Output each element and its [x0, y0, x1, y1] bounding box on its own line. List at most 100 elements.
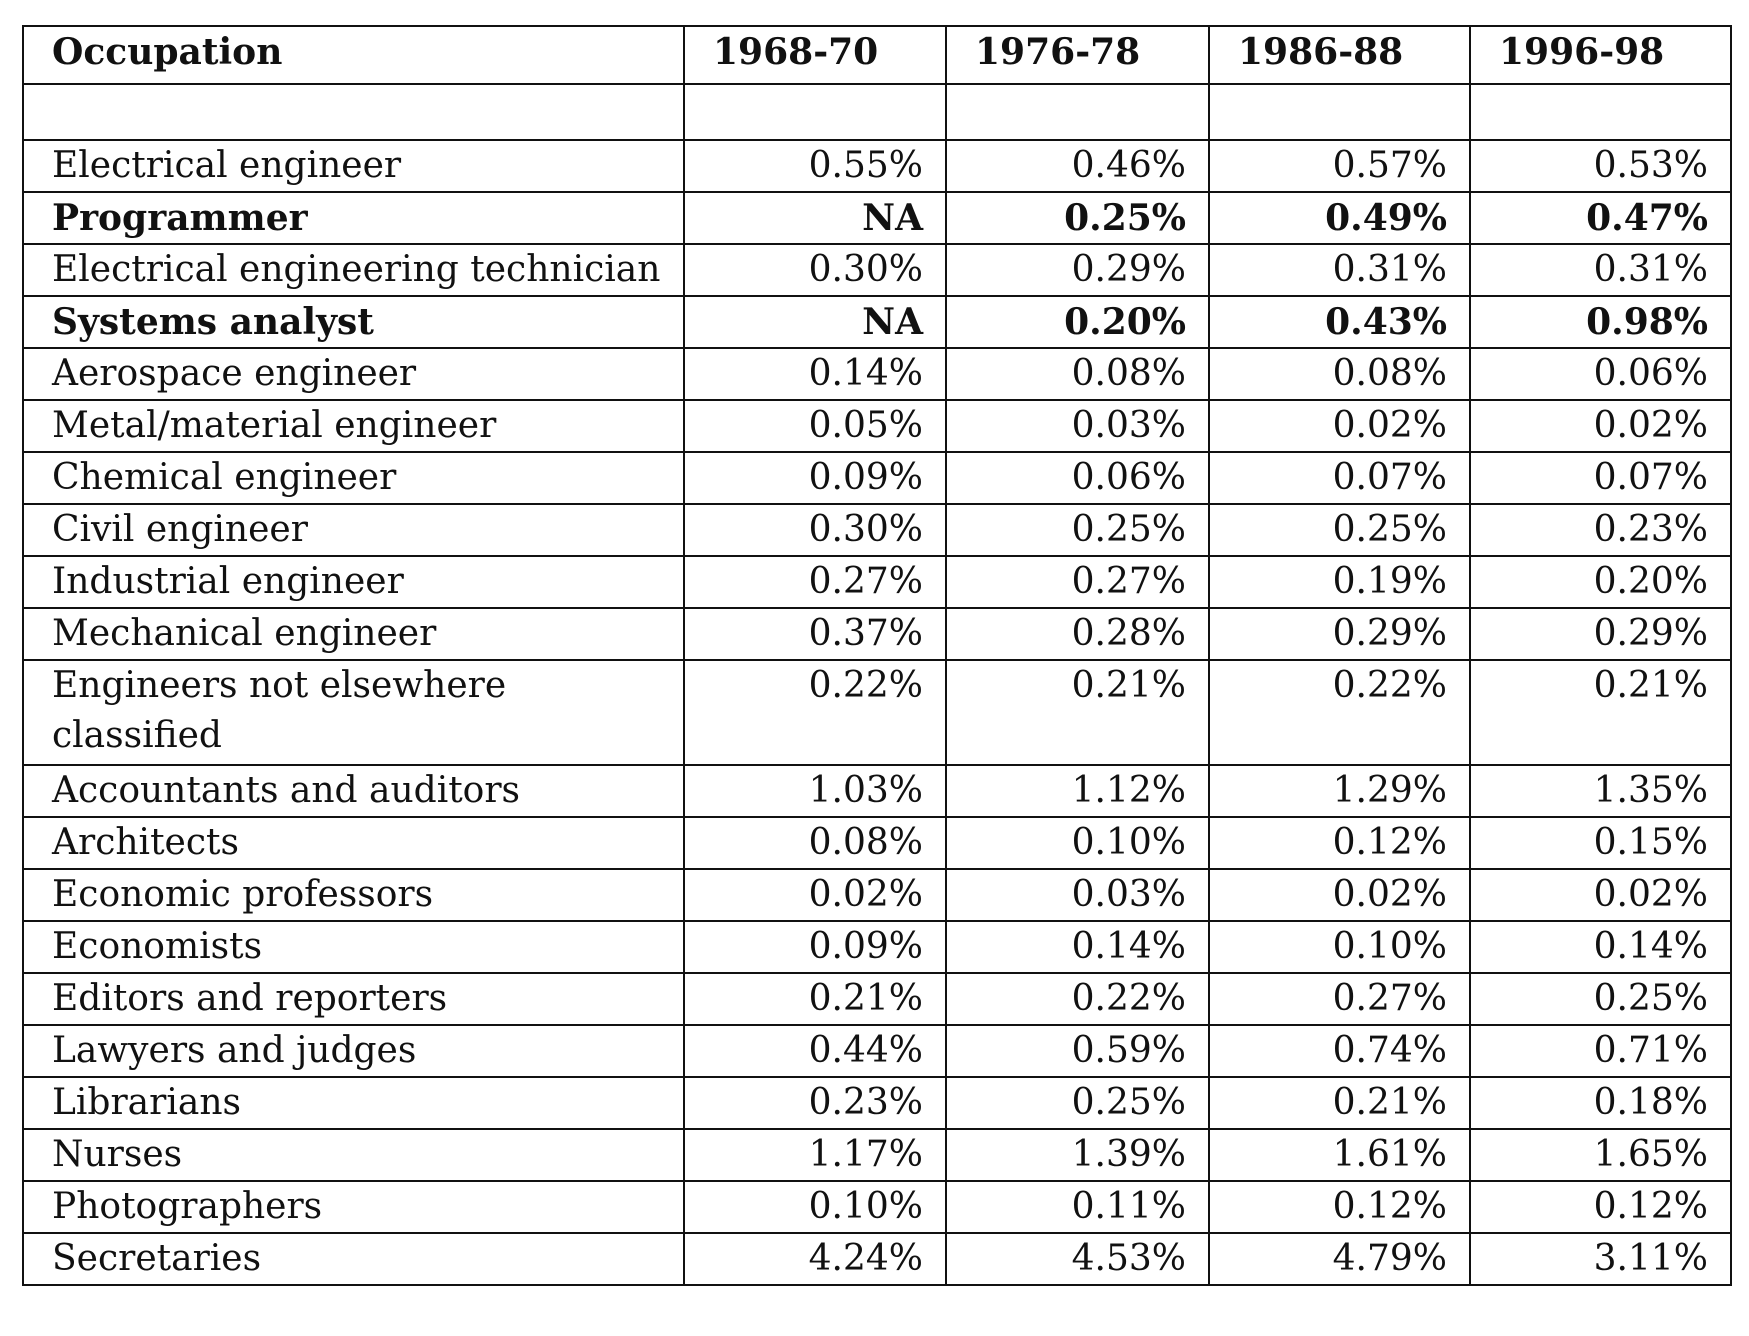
value-cell: 0.08%: [945, 347, 1210, 401]
value-cell: 0.03%: [945, 399, 1210, 453]
value-cell: 0.25%: [945, 191, 1210, 245]
value-cell: 0.29%: [945, 243, 1210, 297]
table-row: Librarians 0.23% 0.25% 0.21% 0.18%: [22, 1076, 1732, 1130]
value-cell: 0.19%: [1208, 555, 1471, 609]
value-cell: 0.06%: [945, 451, 1210, 505]
value-cell: 0.27%: [683, 555, 947, 609]
value-cell: 0.46%: [945, 139, 1210, 193]
value-cell: 0.12%: [1208, 1180, 1471, 1234]
value-cell: 0.02%: [1208, 868, 1471, 922]
value-cell: 0.21%: [1469, 659, 1732, 766]
occupation-cell: Librarians: [22, 1076, 685, 1130]
value-cell: 0.12%: [1208, 816, 1471, 870]
occupation-cell: Mechanical engineer: [22, 607, 685, 661]
value-cell: 0.29%: [1469, 607, 1732, 661]
value-cell: 0.08%: [683, 816, 947, 870]
value-cell: 0.02%: [1208, 399, 1471, 453]
table-row: Editors and reporters 0.21% 0.22% 0.27% 0.25…: [22, 972, 1732, 1026]
table-header: Occupation 1968-70 1976-78 1986-88 1996-…: [22, 25, 1732, 85]
table-row: Architects 0.08% 0.10% 0.12% 0.15%: [22, 816, 1732, 870]
table-row: Electrical engineer 0.55% 0.46% 0.57% 0.53%: [22, 139, 1732, 193]
value-cell: 0.22%: [1208, 659, 1471, 766]
value-cell: 0.53%: [1469, 139, 1732, 193]
value-cell: 0.15%: [1469, 816, 1732, 870]
occupation-cell: Nurses: [22, 1128, 685, 1182]
value-cell: 1.12%: [945, 764, 1210, 818]
header-1996-98: 1996-98: [1469, 25, 1732, 85]
occupation-cell: Aerospace engineer: [22, 347, 685, 401]
value-cell: 0.30%: [683, 243, 947, 297]
value-cell: 0.10%: [1208, 920, 1471, 974]
value-cell: 0.10%: [683, 1180, 947, 1234]
occupation-cell: Lawyers and judges: [22, 1024, 685, 1078]
value-cell: 0.29%: [1208, 607, 1471, 661]
table-row: Lawyers and judges 0.44% 0.59% 0.74% 0.71%: [22, 1024, 1732, 1078]
table-row: Industrial engineer 0.27% 0.27% 0.19% 0.20%: [22, 555, 1732, 609]
value-cell: 0.25%: [945, 1076, 1210, 1130]
occupation-cell: Secretaries: [22, 1232, 685, 1286]
occupation-cell: Industrial engineer: [22, 555, 685, 609]
value-cell: 3.11%: [1469, 1232, 1732, 1286]
value-cell: 0.43%: [1208, 295, 1471, 349]
value-cell: 0.25%: [1208, 503, 1471, 557]
value-cell: 4.24%: [683, 1232, 947, 1286]
value-cell: 4.79%: [1208, 1232, 1471, 1286]
occupation-cell: Economists: [22, 920, 685, 974]
value-cell: 0.12%: [1469, 1180, 1732, 1234]
value-cell: 0.14%: [945, 920, 1210, 974]
table-row: Metal/material engineer 0.05% 0.03% 0.02% 0.…: [22, 399, 1732, 453]
value-cell: 0.57%: [1208, 139, 1471, 193]
value-cell: 0.02%: [683, 868, 947, 922]
table-row: Nurses 1.17% 1.39% 1.61% 1.65%: [22, 1128, 1732, 1182]
value-cell: 1.17%: [683, 1128, 947, 1182]
value-cell: 0.49%: [1208, 191, 1471, 245]
table-row: Programmer NA 0.25% 0.49% 0.47%: [22, 191, 1732, 245]
value-cell: 0.08%: [1208, 347, 1471, 401]
value-cell: 0.09%: [683, 920, 947, 974]
value-cell: 0.22%: [945, 972, 1210, 1026]
value-cell: 1.35%: [1469, 764, 1732, 818]
table-row: Engineers not elsewhere classified 0.22% 0…: [22, 659, 1732, 766]
value-cell: 0.27%: [1208, 972, 1471, 1026]
table-row: Accountants and auditors 1.03% 1.12% 1.29% 1…: [22, 764, 1732, 818]
value-cell: 0.07%: [1208, 451, 1471, 505]
value-cell: 0.30%: [683, 503, 947, 557]
occupation-cell: Editors and reporters: [22, 972, 685, 1026]
value-cell: 0.20%: [945, 295, 1210, 349]
value-cell: 0.11%: [945, 1180, 1210, 1234]
value-cell: 0.21%: [945, 659, 1210, 766]
occupation-cell: Engineers not elsewhere classified: [22, 659, 685, 766]
value-cell: 0.14%: [1469, 920, 1732, 974]
value-cell: 4.53%: [945, 1232, 1210, 1286]
value-cell: 0.10%: [945, 816, 1210, 870]
occupation-cell: Systems analyst: [22, 295, 685, 349]
occupation-share-table: Occupation 1968-70 1976-78 1986-88 1996-…: [22, 25, 1732, 1286]
value-cell: 0.98%: [1469, 295, 1732, 349]
value-cell: 1.03%: [683, 764, 947, 818]
value-cell: 0.14%: [683, 347, 947, 401]
header-1968-70: 1968-70: [683, 25, 947, 85]
value-cell: 0.05%: [683, 399, 947, 453]
value-cell: 1.61%: [1208, 1128, 1471, 1182]
occupation-cell: Programmer: [22, 191, 685, 245]
value-cell: 0.31%: [1208, 243, 1471, 297]
table-row: Economic professors 0.02% 0.03% 0.02% 0.02%: [22, 868, 1732, 922]
value-cell: 0.25%: [1469, 972, 1732, 1026]
occupation-cell: Photographers: [22, 1180, 685, 1234]
occupation-cell: Architects: [22, 816, 685, 870]
empty-cell: [1208, 83, 1471, 141]
value-cell: 0.74%: [1208, 1024, 1471, 1078]
value-cell: 1.65%: [1469, 1128, 1732, 1182]
value-cell: 1.39%: [945, 1128, 1210, 1182]
value-cell: 0.20%: [1469, 555, 1732, 609]
value-cell: NA: [683, 191, 947, 245]
empty-cell: [945, 83, 1210, 141]
occupation-cell: Civil engineer: [22, 503, 685, 557]
value-cell: 0.02%: [1469, 399, 1732, 453]
occupation-cell: Metal/material engineer: [22, 399, 685, 453]
header-occupation: Occupation: [22, 25, 685, 85]
value-cell: 0.06%: [1469, 347, 1732, 401]
value-cell: 0.59%: [945, 1024, 1210, 1078]
empty-cell: [22, 83, 685, 141]
table-row: Mechanical engineer 0.37% 0.28% 0.29% 0.29%: [22, 607, 1732, 661]
